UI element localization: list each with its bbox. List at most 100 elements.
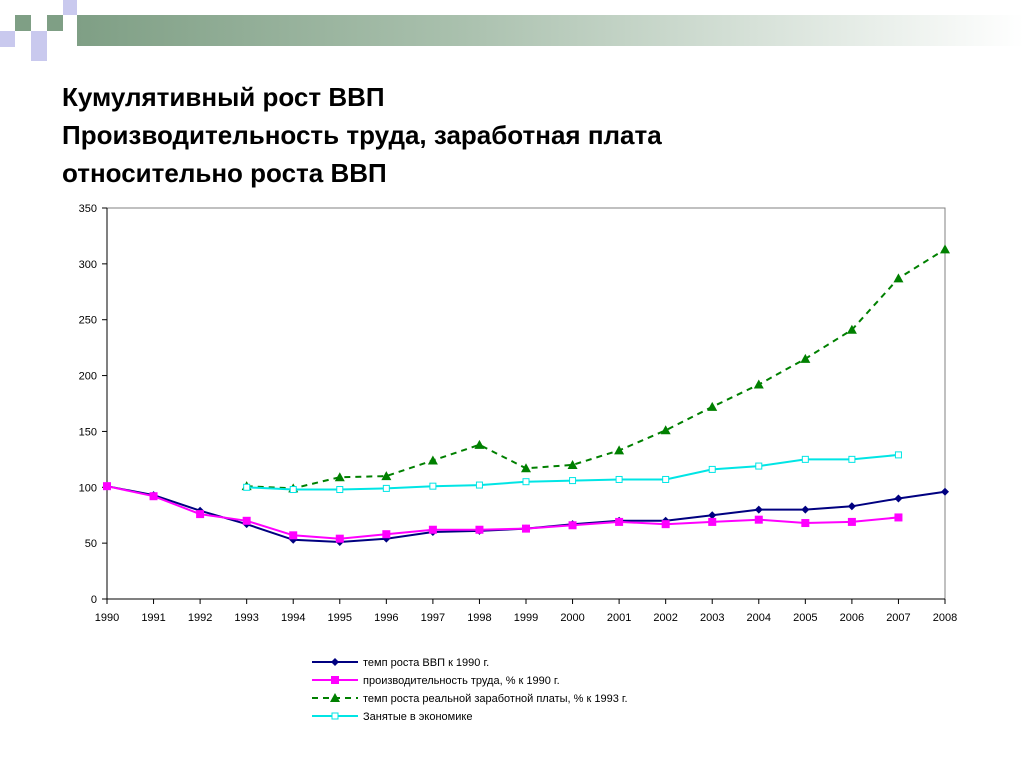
series-1-point [708,511,717,520]
series-3-point [427,455,438,465]
series-2-point [708,517,717,526]
series-2-point [289,531,298,540]
x-tick-label: 2002 [653,612,677,624]
series-1-point [754,505,763,514]
slide-title: Кумулятивный рост ВВП Производительность… [62,78,662,192]
series-2-point [196,510,205,519]
series-3-point [940,244,950,254]
series-3-point [800,353,811,363]
decor-square-lavender-1 [0,31,15,47]
chart-legend: темп роста ВВП к 1990 г. производительнос… [312,657,628,723]
series-2-point [382,530,391,539]
legend-label-4: Занятые в экономике [363,711,472,723]
series-2-point [242,516,251,525]
legend-marker-2 [331,676,339,684]
x-tick-label: 1997 [421,612,445,624]
x-tick-label: 2004 [747,612,771,624]
series-4-point [801,455,809,463]
y-tick-label: 100 [79,482,97,494]
decor-square-lavender-4 [31,47,47,61]
decor-square-green-2 [47,15,63,31]
series-3-point [707,401,718,411]
series-2-point [615,517,624,526]
series-4-point [615,475,623,483]
series-4-point [522,478,530,486]
x-tick-label: 2003 [700,612,724,624]
series-4-point [708,465,716,473]
series-3-point [614,445,625,455]
series-1-point [894,494,903,503]
series-3-point [753,379,764,389]
legend-label-2: производительность труда, % к 1990 г. [363,675,560,687]
x-tick-label: 1998 [467,612,491,624]
legend-marker-4 [331,712,339,720]
decor-square-green-1 [15,15,31,31]
decor-square-lavender-3 [63,0,77,15]
series-2-point [894,513,903,522]
series-2-point [149,492,158,501]
legend-marker-3 [330,693,340,702]
x-tick-label: 2001 [607,612,631,624]
x-tick-label: 2000 [560,612,584,624]
series-4-point [289,486,297,494]
x-tick-label: 1992 [188,612,212,624]
y-tick-label: 250 [79,315,97,327]
series-3-point [334,472,345,482]
series-2-point [103,482,111,491]
series-line-3 [246,248,946,490]
series-2-point [801,519,810,528]
series-1-point [847,502,856,511]
series-4-point [894,451,902,459]
y-tick-label: 200 [79,371,97,383]
series-line-2 [106,485,899,540]
x-tick-label: 1994 [281,612,305,624]
series-4-point [662,475,670,483]
series-4-point [569,477,577,485]
series-2-point [475,525,484,534]
series-2-point [428,525,437,534]
x-tick-label: 1991 [141,612,165,624]
series-3-point [893,273,904,283]
series-4-point [382,484,390,492]
series-2-point [661,520,670,529]
decor-gradient-band [77,15,1024,46]
series-2-point [568,521,577,530]
series-3-point [381,471,392,481]
y-tick-label: 50 [85,538,97,550]
series-4-point [243,483,251,491]
series-2-point [847,517,856,526]
x-tick-label: 2006 [840,612,864,624]
series-2-point [335,534,344,543]
series-4-point [336,486,344,494]
x-tick-label: 2008 [933,612,957,624]
series-3-point [521,463,531,473]
x-tick-label: 1996 [374,612,398,624]
x-tick-label: 1999 [514,612,538,624]
chart-axes: 0 50 100 150 200 250 300 350 1990 1991 1992 1993 199… [79,203,958,624]
series-4-point [475,481,483,489]
x-tick-label: 2005 [793,612,817,624]
x-tick-label: 1995 [328,612,352,624]
series-4-point [848,455,856,463]
series-3-point [846,324,857,334]
legend-label-1: темп роста ВВП к 1990 г. [363,657,489,669]
legend-marker-1 [331,658,339,666]
series-3-point [660,425,671,435]
series-2-point [754,515,763,524]
x-tick-label: 1990 [95,612,119,624]
plot-area-border [106,207,946,600]
series-1-point [801,505,810,514]
slide-title-line-1: Кумулятивный рост ВВП [62,82,385,112]
series-2-point [522,524,530,533]
decor-square-lavender-2 [31,31,47,47]
y-tick-label: 300 [79,259,97,271]
legend-label-3: темп роста реальной заработной платы, % … [363,693,628,705]
series-4-point [429,482,437,490]
y-tick-label: 0 [91,594,97,606]
series-3-point [567,459,578,469]
series-3-point [474,439,485,449]
x-tick-label: 2007 [886,612,910,624]
series-line-1 [106,485,946,544]
slide-title-line-2: Производительность труда, заработная пла… [62,120,662,150]
chart-series [103,244,950,547]
